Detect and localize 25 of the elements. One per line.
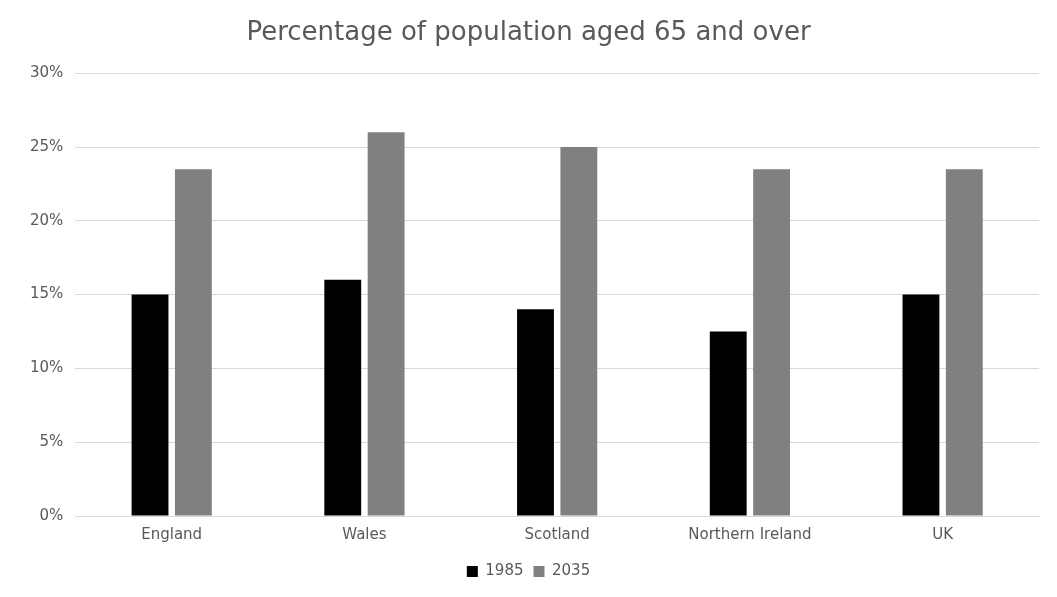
- bar: [945, 169, 983, 516]
- y-tick-label: 5%: [39, 432, 64, 451]
- x-tick-label: UK: [932, 524, 955, 543]
- bar: [560, 147, 598, 516]
- x-tick-label: Wales: [342, 524, 387, 543]
- bar: [367, 132, 405, 516]
- y-tick-label: 25%: [30, 136, 64, 155]
- x-tick-label: England: [141, 524, 203, 543]
- legend-label: 2035: [552, 561, 591, 580]
- x-tick-label: Scotland: [524, 524, 590, 543]
- y-tick-label: 20%: [30, 210, 64, 229]
- legend-label: 1985: [485, 561, 524, 580]
- y-tick-label: 0%: [39, 505, 64, 524]
- chart-title: Percentage of population aged 65 and over: [246, 16, 811, 47]
- bar: [174, 169, 212, 516]
- y-tick-label: 15%: [30, 284, 64, 303]
- bar: [753, 169, 791, 516]
- bar: [517, 309, 554, 516]
- bar: [902, 294, 940, 516]
- bar: [324, 279, 362, 516]
- y-tick-label: 10%: [30, 358, 64, 377]
- y-tick-label: 30%: [30, 63, 64, 82]
- bar: [709, 331, 747, 516]
- bar: [131, 294, 169, 516]
- x-tick-label: Northern Ireland: [688, 524, 812, 543]
